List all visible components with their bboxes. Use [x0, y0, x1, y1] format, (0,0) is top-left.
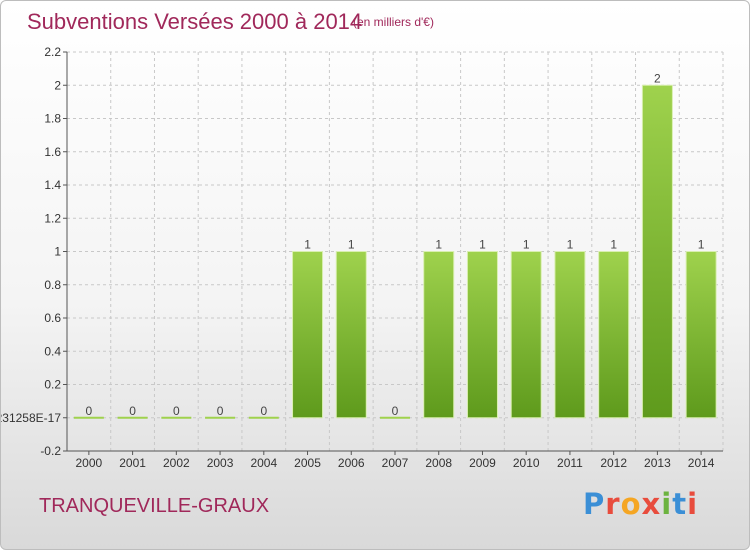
y-tick-label: -0.2: [40, 444, 61, 458]
bar-value-label: 0: [86, 404, 93, 418]
y-tick-label: 0.4: [44, 344, 61, 358]
commune-name: TRANQUEVILLE-GRAUX: [39, 495, 270, 517]
proxiti-logo[interactable]: Proxiti: [583, 487, 698, 521]
bar: [510, 251, 542, 419]
x-tick-label: 2004: [250, 456, 277, 470]
y-tick-label: 1: [54, 245, 61, 259]
x-tick-label: 2002: [163, 456, 190, 470]
logo-letter: P: [583, 487, 606, 521]
logo-letter: x: [641, 487, 662, 521]
bar-value-label: 1: [304, 238, 311, 252]
x-tick-label: 2008: [425, 456, 452, 470]
bar-value-label: 2: [654, 71, 661, 85]
y-tick-label: 2: [54, 78, 61, 92]
bar: [423, 251, 455, 419]
bar-value-label: 0: [392, 404, 399, 418]
x-tick-label: 2003: [207, 456, 234, 470]
bar-value-label: 0: [173, 404, 180, 418]
y-tick-label: 2.2: [44, 45, 61, 59]
x-tick-label: 2007: [382, 456, 409, 470]
x-tick-label: 2005: [294, 456, 321, 470]
x-tick-label: 2011: [557, 456, 583, 470]
y-tick-label: 0.8: [44, 278, 61, 292]
bar: [117, 416, 148, 419]
y-tick-label: 1.2: [44, 211, 61, 225]
bar: [292, 251, 324, 419]
bar-value-label: 1: [698, 238, 705, 252]
bar: [466, 251, 498, 419]
y-tick-label: 0.2: [44, 378, 61, 392]
bar: [248, 416, 279, 419]
x-tick-label: 2014: [688, 456, 715, 470]
bar-value-label: 1: [479, 238, 486, 252]
bar-value-label: 1: [348, 238, 355, 252]
y-tick-label: 1.8: [44, 112, 61, 126]
bar: [335, 251, 367, 419]
bar-value-label: 1: [523, 238, 530, 252]
bar: [161, 416, 192, 419]
x-tick-label: 2009: [469, 456, 496, 470]
x-tick-label: 2006: [338, 456, 365, 470]
bar-value-label: 0: [217, 404, 224, 418]
bar-value-label: 1: [610, 238, 617, 252]
logo-letter: i: [661, 487, 673, 521]
bar: [380, 416, 410, 419]
logo-letter: o: [620, 487, 642, 521]
y-tick-label: 0.6: [44, 311, 61, 325]
x-tick-label: 2012: [600, 456, 627, 470]
bar-value-label: 0: [129, 404, 136, 418]
x-tick-label: 2010: [513, 456, 540, 470]
x-tick-label: 2000: [76, 456, 103, 470]
bar: [554, 251, 586, 419]
bar-value-label: 1: [567, 238, 574, 252]
chart-unit-note: (en milliers d'€): [353, 15, 434, 29]
chart-title: Subventions Versées 2000 à 2014: [27, 9, 363, 34]
bar: [598, 251, 630, 419]
bar: [641, 84, 673, 419]
bar: [685, 251, 717, 419]
logo-letter: t: [672, 487, 688, 521]
bar-value-label: 1: [435, 238, 442, 252]
bar: [205, 416, 236, 419]
bar-value-label: 0: [260, 404, 267, 418]
bar: [73, 416, 104, 419]
x-tick-label: 2013: [644, 456, 671, 470]
logo-letter: i: [687, 487, 699, 521]
y-tick-label: 1.4: [44, 178, 61, 192]
logo-letter: r: [605, 487, 621, 521]
y-tick-label: -5.5511151231258E-17: [1, 411, 61, 425]
y-tick-label: 1.6: [44, 145, 61, 159]
x-tick-label: 2001: [119, 456, 146, 470]
